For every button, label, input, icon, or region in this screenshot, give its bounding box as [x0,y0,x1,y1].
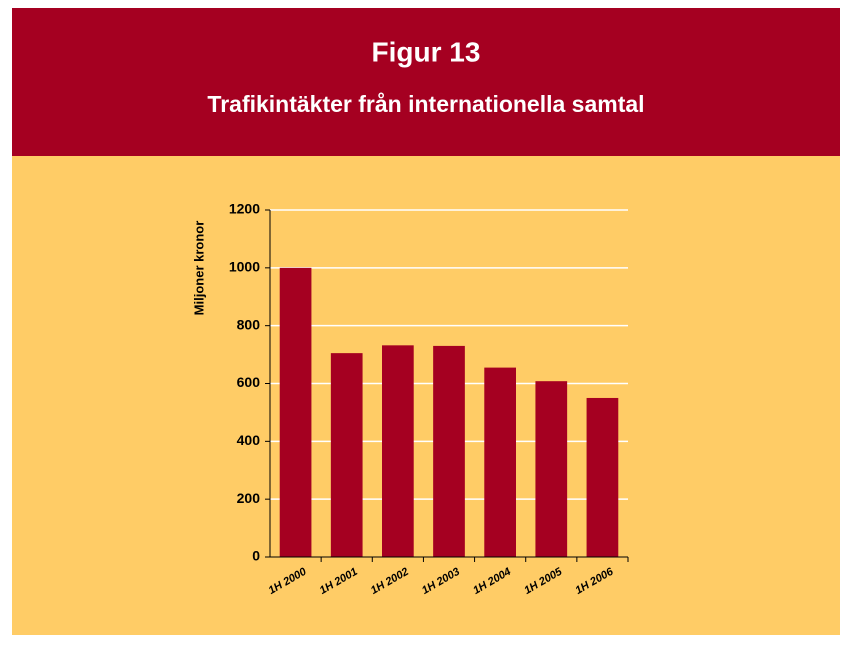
y-tick-label: 400 [237,432,261,448]
bar [382,345,414,557]
bar [535,381,568,557]
chart-background [12,156,840,635]
y-tick-label: 200 [237,490,261,506]
y-tick-label: 0 [252,548,260,564]
bar [279,267,312,557]
bar [484,367,516,557]
y-tick-label: 800 [237,316,261,332]
chart-subtitle: Trafikintäkter från internationella samt… [207,91,644,117]
y-axis-label: Miljoner kronor [191,221,206,316]
chart-title: Figur 13 [372,36,481,67]
header-band [12,8,840,156]
y-tick-label: 600 [237,374,261,390]
bar [330,353,363,557]
bar [586,397,619,557]
y-tick-label: 1200 [229,201,260,217]
bar [433,345,465,557]
y-tick-label: 1000 [229,259,260,275]
